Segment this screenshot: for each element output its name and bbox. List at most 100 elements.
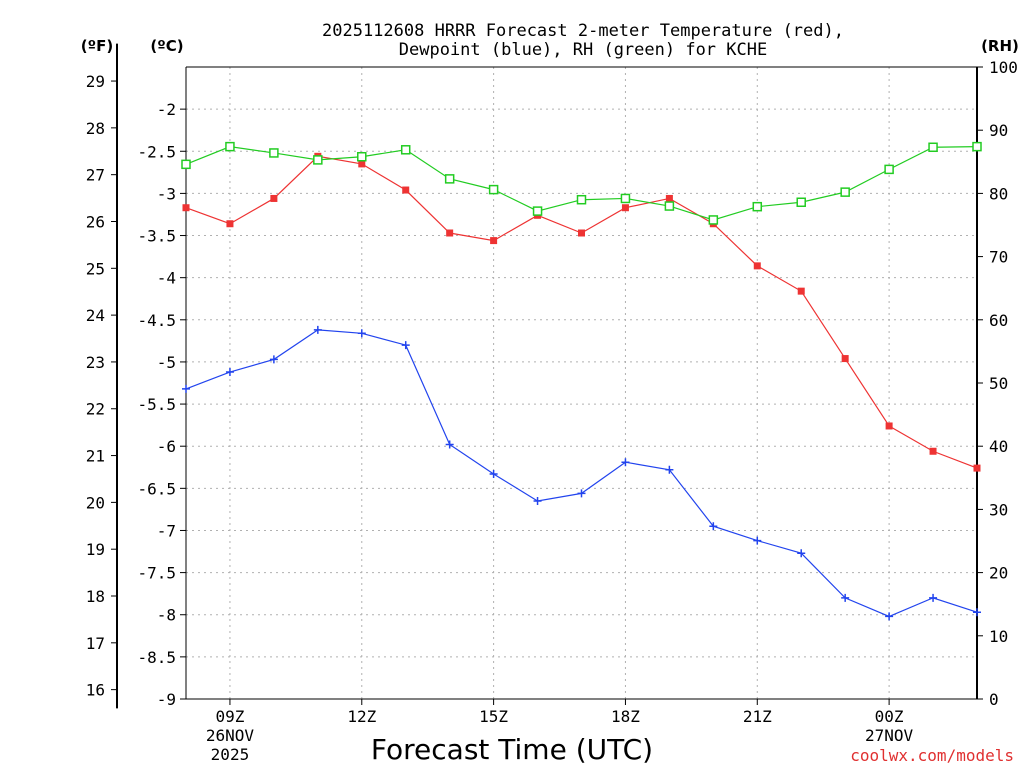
x-tick-label: 15Z [479,707,508,726]
data-series [181,141,982,621]
rh-point [269,148,279,158]
fahrenheit-tick-label: 23 [86,353,105,372]
dewpoint-point [973,608,981,617]
rh-tick-label: 100 [989,58,1018,77]
rh-point [620,193,631,204]
x-tick-label: 18Z [611,707,640,726]
celsius-tick-label: -7.5 [137,564,176,583]
dewpoint-point [577,489,586,498]
rh-point [532,206,543,216]
rh-point [796,197,806,207]
temperature-point [226,220,234,228]
dewpoint-point [533,496,542,505]
grid-lines [186,67,977,700]
rh-tick-label: 90 [989,121,1008,140]
rh-line [185,146,978,221]
rh-tick-label: 60 [989,311,1008,330]
dewpoint-point [709,522,718,531]
x-tick-year: 2025 [211,745,250,764]
rh-point [972,141,982,152]
dewpoint-series [182,325,981,621]
temperature-point [490,237,498,245]
chart-title-line2: Dewpoint (blue), RH (green) for KCHE [399,40,767,60]
temperature-point [841,355,849,363]
celsius-tick-label: -8.5 [137,648,176,667]
rh-point [400,145,411,155]
temperature-point [665,194,673,202]
chart-title-line1: 2025112608 HRRR Forecast 2-meter Tempera… [322,21,844,41]
x-tick-label: 09Z [215,707,244,726]
rh-point [313,155,323,165]
rh-point [488,184,499,195]
temperature-point [182,204,190,212]
temperature-point [797,287,805,295]
dewpoint-point [753,536,762,545]
celsius-tick-label: -2.5 [137,142,176,161]
celsius-unit-label: (ºC) [150,37,183,55]
rh-tick-label: 30 [989,500,1008,519]
dewpoint-point [269,355,278,364]
celsius-tick-label: -8 [157,606,176,625]
x-axis-label: Forecast Time (UTC) [371,733,653,766]
fahrenheit-tick-label: 22 [86,400,105,419]
temperature-point [753,262,761,270]
fahrenheit-tick-label: 18 [86,587,105,606]
fahrenheit-tick-label: 16 [86,681,105,700]
axes [111,43,983,709]
dewpoint-point [182,384,190,393]
temperature-point [973,464,981,472]
rh-tick-label: 20 [989,564,1008,583]
celsius-tick-label: -3 [157,184,176,203]
x-tick-label: 21Z [743,707,772,726]
temperature-point [358,160,366,168]
rh-tick-label: 50 [989,374,1008,393]
celsius-tick-label: -6.5 [137,479,176,498]
rh-point [840,187,850,197]
celsius-tick-label: -3.5 [137,227,176,246]
rh-series [181,141,982,225]
rh-tick-label: 80 [989,184,1008,203]
temperature-point [270,194,278,202]
credit-text: coolwx.com/models [850,746,1014,765]
rh-point [444,174,455,184]
rh-point [884,164,894,175]
celsius-tick-label: -4.5 [137,311,176,330]
temperature-point [578,229,585,237]
dewpoint-point [929,593,938,602]
celsius-tick-label: -7 [157,521,176,540]
celsius-tick-label: -5.5 [137,395,176,414]
dewpoint-point [885,612,894,621]
rh-tick-label: 10 [989,627,1008,646]
fahrenheit-tick-label: 25 [86,259,105,278]
temperature-point [929,447,937,455]
rh-point [181,159,191,170]
rh-tick-label: 70 [989,248,1008,267]
celsius-tick-label: -4 [157,269,176,288]
x-tick-label: 12Z [347,707,376,726]
celsius-tick-label: -2 [157,100,176,119]
dewpoint-point [665,465,674,474]
dewpoint-point [313,325,322,334]
x-tick-date: 26NOV [206,726,255,745]
fahrenheit-tick-label: 27 [86,166,105,185]
dewpoint-point [621,458,630,467]
rh-point [928,142,938,153]
fahrenheit-tick-label: 21 [86,447,105,466]
x-tick-date: 27NOV [865,726,914,745]
rh-point [225,141,235,152]
dewpoint-point [225,368,234,377]
celsius-tick-label: -6 [157,437,176,456]
rh-tick-label: 40 [989,437,1008,456]
x-tick-label: 00Z [875,707,904,726]
temperature-point [446,229,454,237]
temperature-point [402,186,410,194]
fahrenheit-tick-label: 29 [86,72,105,91]
rh-point [576,194,587,205]
temperature-point [621,204,629,212]
fahrenheit-tick-label: 17 [86,634,105,653]
rh-point [708,215,719,225]
temperature-point [885,422,893,430]
rh-tick-label: 0 [989,690,999,709]
rh-point [664,201,675,211]
fahrenheit-tick-label: 24 [86,306,105,325]
